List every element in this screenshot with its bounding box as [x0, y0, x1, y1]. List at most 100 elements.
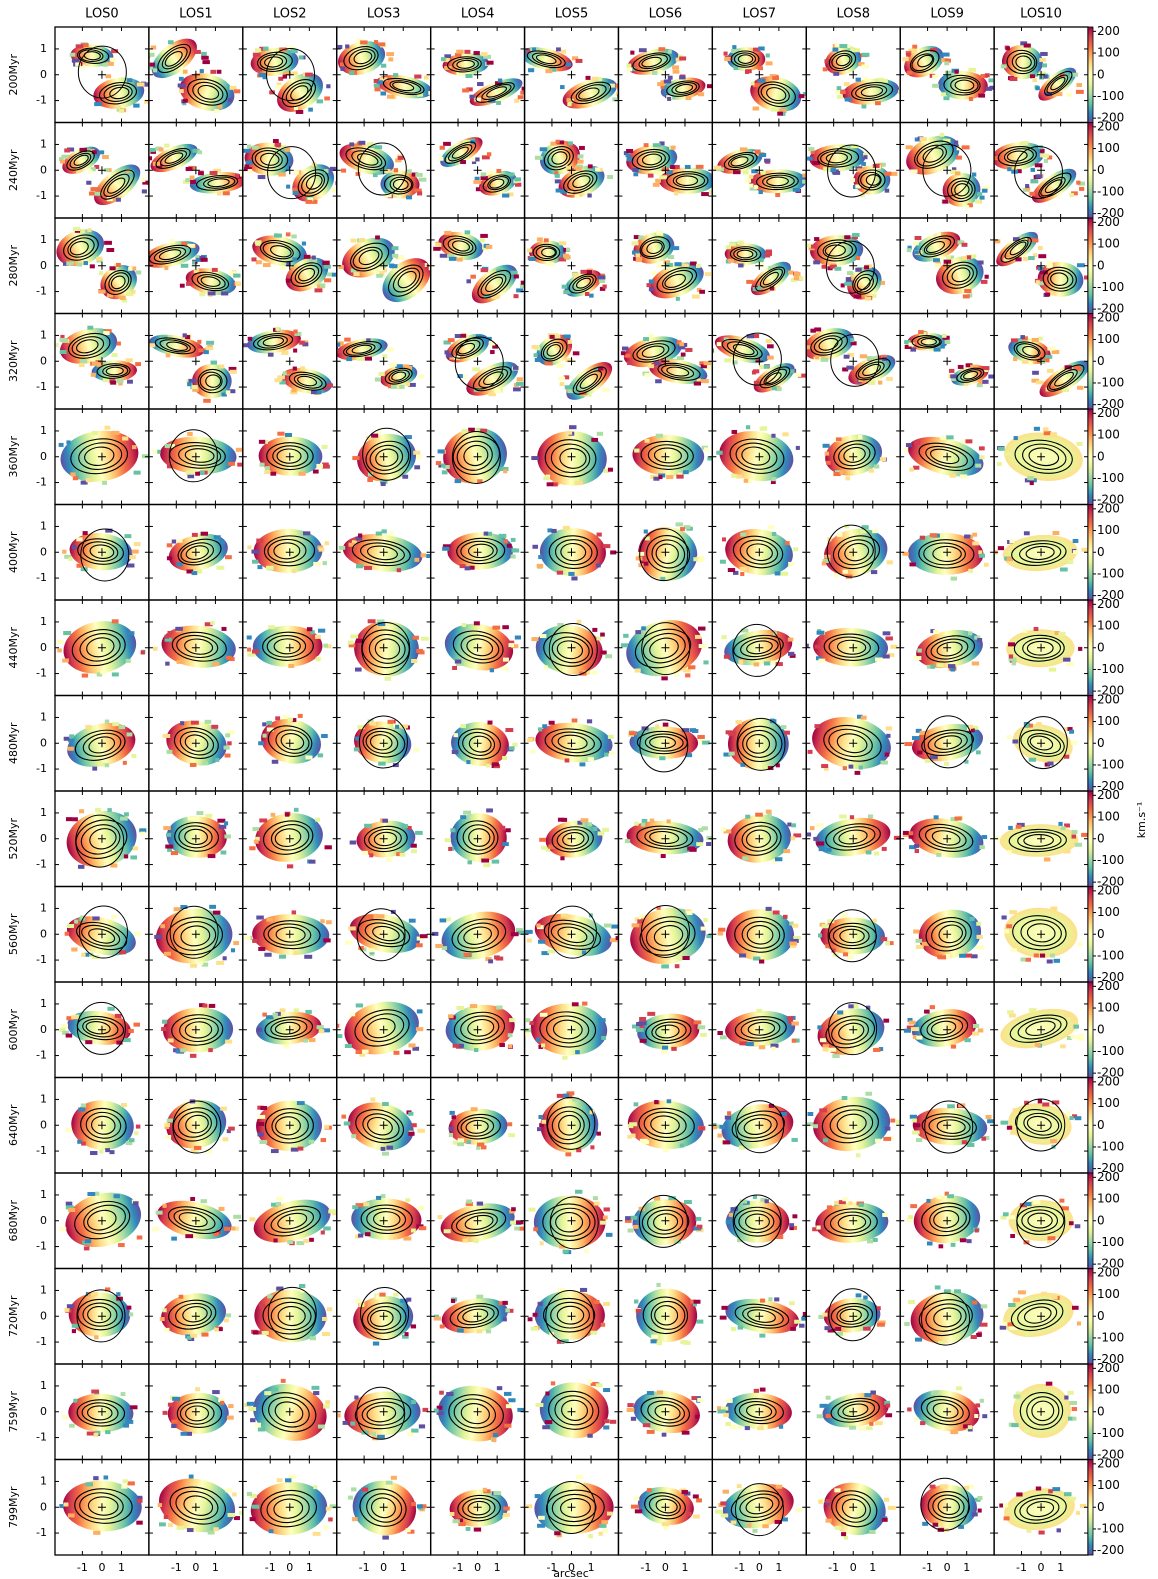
velocity-pixel	[661, 964, 669, 969]
velocity-pixel	[192, 387, 199, 392]
velocity-pixel	[596, 532, 602, 537]
panel	[713, 147, 807, 198]
velocity-pixel	[676, 356, 685, 361]
velocity-pixel	[255, 260, 262, 265]
velocity-pixel	[660, 854, 666, 859]
velocity-pixel	[634, 821, 639, 826]
velocity-pixel	[534, 358, 541, 363]
panel	[631, 230, 711, 301]
velocity-pixel	[861, 104, 867, 109]
contour	[644, 733, 684, 752]
velocity-map	[842, 78, 900, 105]
contour	[638, 54, 668, 70]
velocity-pixel	[512, 365, 519, 370]
velocity-pixel	[716, 342, 722, 347]
velocity-pixel	[220, 850, 227, 855]
contour	[207, 178, 230, 188]
velocity-pixel	[691, 294, 700, 299]
contour	[185, 545, 209, 560]
velocity-pixel	[850, 144, 859, 149]
velocity-pixel	[89, 264, 95, 269]
velocity-map	[719, 431, 794, 482]
velocity-pixel	[732, 45, 737, 50]
velocity-pixel	[514, 98, 520, 103]
velocity-pixel	[545, 847, 551, 852]
velocity-pixel	[312, 469, 319, 474]
velocity-pixel	[661, 676, 668, 681]
contour	[934, 735, 963, 750]
velocity-pixel	[566, 98, 572, 103]
velocity-pixel	[587, 757, 594, 762]
velocity-pixel	[908, 834, 914, 839]
velocity-map	[725, 1011, 796, 1047]
velocity-pixel	[780, 571, 789, 576]
velocity-pixel	[351, 540, 357, 545]
velocity-pixel	[206, 340, 215, 345]
velocity-pixel	[954, 171, 961, 176]
velocity-pixel	[469, 94, 475, 99]
velocity-pixel	[770, 480, 776, 485]
velocity-pixel	[453, 733, 459, 738]
velocity-pixel	[211, 724, 219, 729]
velocity-pixel	[771, 1046, 776, 1051]
colorbar-tick-label: 100	[1097, 714, 1120, 728]
velocity-pixel	[944, 70, 952, 75]
velocity-pixel	[94, 191, 102, 196]
y-tick-label: 1	[40, 137, 47, 150]
velocity-pixel	[554, 171, 559, 176]
velocity-pixel	[380, 91, 387, 96]
panel	[445, 1004, 515, 1053]
velocity-pixel	[721, 635, 727, 640]
contour	[369, 734, 393, 751]
velocity-pixel	[165, 353, 171, 358]
velocity-pixel	[609, 750, 615, 755]
velocity-pixel	[885, 636, 893, 641]
panel	[56, 619, 146, 678]
contour	[641, 345, 665, 358]
velocity-pixel	[367, 472, 374, 477]
velocity-pixel	[150, 147, 156, 152]
colorbar-tick-label: 0	[1097, 831, 1105, 845]
velocity-pixel	[663, 260, 671, 265]
velocity-pixel	[652, 143, 661, 148]
velocity-pixel	[196, 811, 204, 816]
velocity-pixel	[205, 813, 213, 818]
velocity-pixel	[912, 44, 918, 49]
velocity-pixel	[85, 478, 93, 483]
contour	[542, 341, 564, 360]
panel	[58, 425, 149, 485]
velocity-pixel	[323, 938, 331, 943]
contour	[1028, 447, 1060, 467]
contour	[1050, 272, 1069, 286]
velocity-pixel	[809, 826, 815, 831]
velocity-pixel	[321, 444, 328, 449]
velocity-pixel	[102, 155, 109, 160]
velocity-pixel	[167, 1038, 174, 1043]
velocity-pixel	[444, 66, 452, 71]
velocity-pixel	[549, 67, 556, 72]
contour	[947, 177, 976, 202]
velocity-map	[438, 231, 484, 260]
velocity-pixel	[323, 643, 328, 648]
velocity-pixel	[326, 84, 331, 89]
velocity-pixel	[1012, 237, 1020, 242]
velocity-pixel	[886, 733, 891, 738]
velocity-pixel	[293, 170, 300, 175]
velocity-pixel	[791, 1015, 796, 1020]
velocity-pixel	[598, 1018, 606, 1023]
velocity-pixel	[200, 531, 209, 536]
velocity-pixel	[638, 235, 644, 240]
velocity-pixel	[483, 531, 489, 536]
velocity-pixel	[719, 1035, 727, 1040]
contour	[562, 832, 585, 847]
velocity-pixel	[433, 287, 441, 291]
panel	[258, 431, 330, 476]
velocity-pixel	[562, 1055, 568, 1060]
velocity-pixel	[197, 339, 202, 344]
velocity-pixel	[592, 827, 598, 832]
velocity-pixel	[326, 383, 333, 388]
velocity-pixel	[680, 352, 686, 357]
velocity-pixel	[824, 59, 833, 64]
velocity-pixel	[536, 923, 541, 928]
velocity-pixel	[810, 244, 817, 249]
